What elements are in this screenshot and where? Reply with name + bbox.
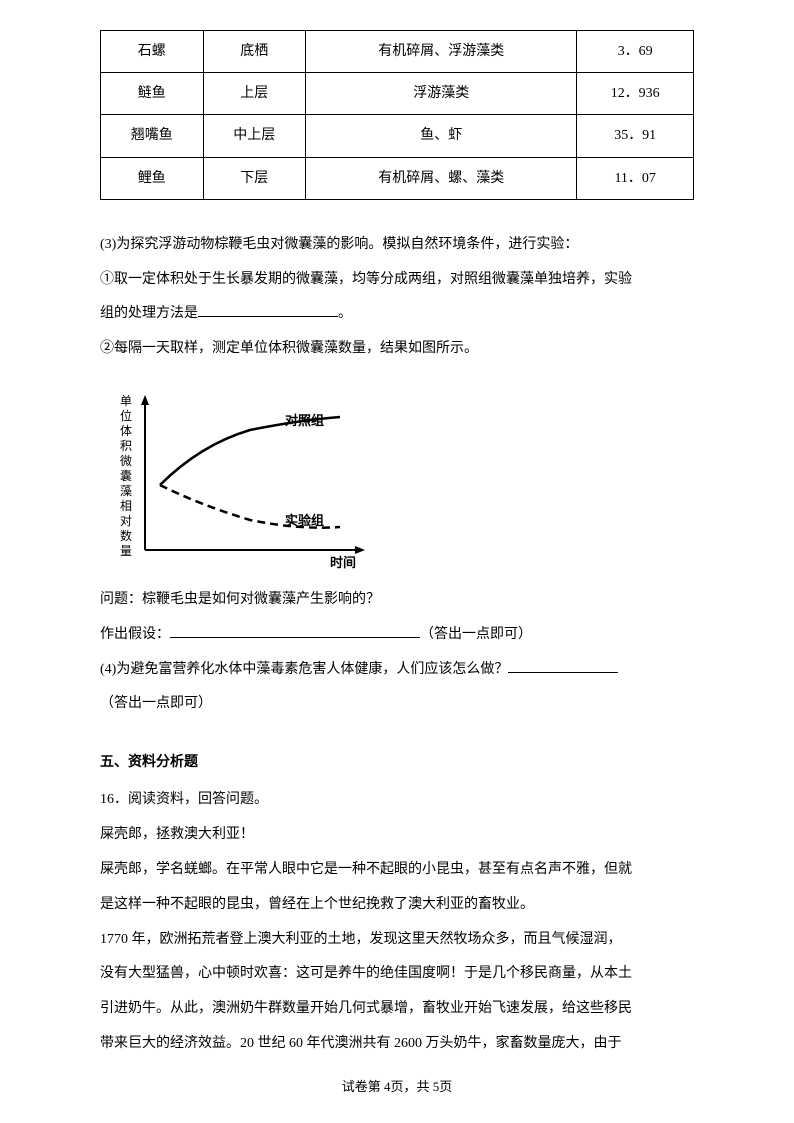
p7: 带来巨大的经济效益。20 世纪 60 年代澳洲共有 2600 万头奶牛，家畜数量… bbox=[100, 1029, 694, 1060]
y-axis-char-1: 单 bbox=[120, 394, 132, 408]
table-row: 石螺 底栖 有机碎屑、浮游藻类 3．69 bbox=[101, 31, 694, 73]
y-axis-char-6: 囊 bbox=[120, 468, 132, 483]
cell: 石螺 bbox=[101, 31, 204, 73]
y-axis-arrow bbox=[141, 395, 149, 405]
cell: 鲢鱼 bbox=[101, 73, 204, 115]
page-footer: 试卷第 4页，共 5页 bbox=[0, 1075, 794, 1098]
cell: 鱼、虾 bbox=[306, 115, 577, 157]
cell: 中上层 bbox=[203, 115, 306, 157]
y-axis-char-5: 微 bbox=[120, 454, 132, 468]
hypothesis-label: 作出假设： bbox=[100, 627, 170, 642]
fill-blank[interactable] bbox=[198, 303, 338, 317]
q3-step1-period: 。 bbox=[338, 306, 352, 321]
q3-step1-line2: 组的处理方法是 。 bbox=[100, 299, 694, 330]
p5: 没有大型猛兽，心中顿时欢喜：这可是养牛的绝佳国度啊！于是几个移民商量，从本土 bbox=[100, 959, 694, 990]
species-table: 石螺 底栖 有机碎屑、浮游藻类 3．69 鲢鱼 上层 浮游藻类 12．936 翘… bbox=[100, 30, 694, 200]
q4-line: (4)为避免富营养化水体中藻毒素危害人体健康，人们应该怎么做？ bbox=[100, 655, 694, 686]
question-3: (3)为探究浮游动物棕鞭毛虫对微囊藻的影响。模拟自然环境条件，进行实验： ①取一… bbox=[100, 230, 694, 365]
hypothesis-line: 作出假设： （答出一点即可） bbox=[100, 620, 694, 651]
y-axis-char-9: 对 bbox=[120, 514, 132, 528]
fill-blank[interactable] bbox=[170, 624, 420, 638]
y-axis-char-8: 相 bbox=[120, 499, 132, 513]
y-axis-char-11: 量 bbox=[120, 544, 132, 558]
section-5-content: 16．阅读资料，回答问题。 屎壳郎，拯救澳大利亚！ 屎壳郎，学名蜣螂。在平常人眼… bbox=[100, 785, 694, 1059]
line-chart: 单 位 体 积 微 囊 藻 相 对 数 量 对照组 实验组 时间 bbox=[100, 375, 380, 575]
p6: 引进奶牛。从此，澳洲奶牛群数量开始几何式暴增，畜牧业开始飞速发展，给这些移民 bbox=[100, 994, 694, 1025]
cell: 有机碎屑、螺、藻类 bbox=[306, 157, 577, 199]
cell: 上层 bbox=[203, 73, 306, 115]
cell: 35．91 bbox=[577, 115, 694, 157]
q16-label: 16．阅读资料，回答问题。 bbox=[100, 785, 694, 816]
cell: 12．936 bbox=[577, 73, 694, 115]
y-axis-char-10: 数 bbox=[120, 528, 132, 543]
cell: 有机碎屑、浮游藻类 bbox=[306, 31, 577, 73]
q3-step1-line1: ①取一定体积处于生长暴发期的微囊藻，均等分成两组，对照组微囊藻单独培养，实验 bbox=[100, 265, 694, 296]
fill-blank[interactable] bbox=[508, 659, 618, 673]
p1: 屎壳郎，拯救澳大利亚！ bbox=[100, 820, 694, 851]
q3-intro: (3)为探究浮游动物棕鞭毛虫对微囊藻的影响。模拟自然环境条件，进行实验： bbox=[100, 230, 694, 261]
q4-hint: （答出一点即可） bbox=[100, 689, 694, 720]
experiment-label: 实验组 bbox=[285, 513, 324, 528]
p2: 屎壳郎，学名蜣螂。在平常人眼中它是一种不起眼的小昆虫，甚至有点名声不雅，但就 bbox=[100, 855, 694, 886]
y-axis-char-3: 体 bbox=[120, 424, 132, 438]
cell: 下层 bbox=[203, 157, 306, 199]
p4: 1770 年，欧洲拓荒者登上澳大利亚的土地，发现这里天然牧场众多，而且气候湿润， bbox=[100, 925, 694, 956]
q4-text: (4)为避免富营养化水体中藻毒素危害人体健康，人们应该怎么做？ bbox=[100, 662, 508, 677]
x-axis-arrow bbox=[355, 546, 365, 554]
y-axis-char-7: 藻 bbox=[120, 484, 132, 498]
q3-step1-text: 组的处理方法是 bbox=[100, 306, 198, 321]
table-row: 翘嘴鱼 中上层 鱼、虾 35．91 bbox=[101, 115, 694, 157]
y-axis-char-2: 位 bbox=[120, 408, 132, 423]
followup-questions: 问题：棕鞭毛虫是如何对微囊藻产生影响的？ 作出假设： （答出一点即可） (4)为避… bbox=[100, 585, 694, 720]
question-text: 问题：棕鞭毛虫是如何对微囊藻产生影响的？ bbox=[100, 585, 694, 616]
cell: 鲤鱼 bbox=[101, 157, 204, 199]
q3-step2: ②每隔一天取样，测定单位体积微囊藻数量，结果如图所示。 bbox=[100, 334, 694, 365]
control-label: 对照组 bbox=[285, 413, 324, 428]
x-axis-label: 时间 bbox=[330, 555, 356, 570]
table-row: 鲢鱼 上层 浮游藻类 12．936 bbox=[101, 73, 694, 115]
cell: 11．07 bbox=[577, 157, 694, 199]
section-5-title: 五、资料分析题 bbox=[100, 750, 694, 775]
cell: 3．69 bbox=[577, 31, 694, 73]
cell: 翘嘴鱼 bbox=[101, 115, 204, 157]
cell: 底栖 bbox=[203, 31, 306, 73]
table-row: 鲤鱼 下层 有机碎屑、螺、藻类 11．07 bbox=[101, 157, 694, 199]
y-axis-char-4: 积 bbox=[120, 439, 132, 453]
p3: 是这样一种不起眼的昆虫，曾经在上个世纪挽救了澳大利亚的畜牧业。 bbox=[100, 890, 694, 921]
cell: 浮游藻类 bbox=[306, 73, 577, 115]
hypothesis-hint: （答出一点即可） bbox=[420, 627, 532, 642]
